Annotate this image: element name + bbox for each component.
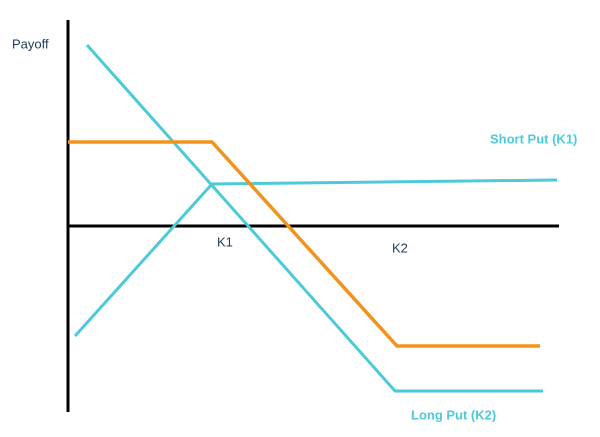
legend-label: Long Put (K2) [411, 407, 496, 422]
axis-label: Payoff [12, 36, 49, 51]
short-put-line [73, 178, 558, 338]
strike-label: K2 [392, 240, 408, 255]
spread-payoff-line [68, 140, 540, 348]
strike-label: K1 [217, 234, 233, 249]
long-put-line [85, 44, 543, 393]
legend-label: Short Put (K1) [490, 131, 577, 146]
